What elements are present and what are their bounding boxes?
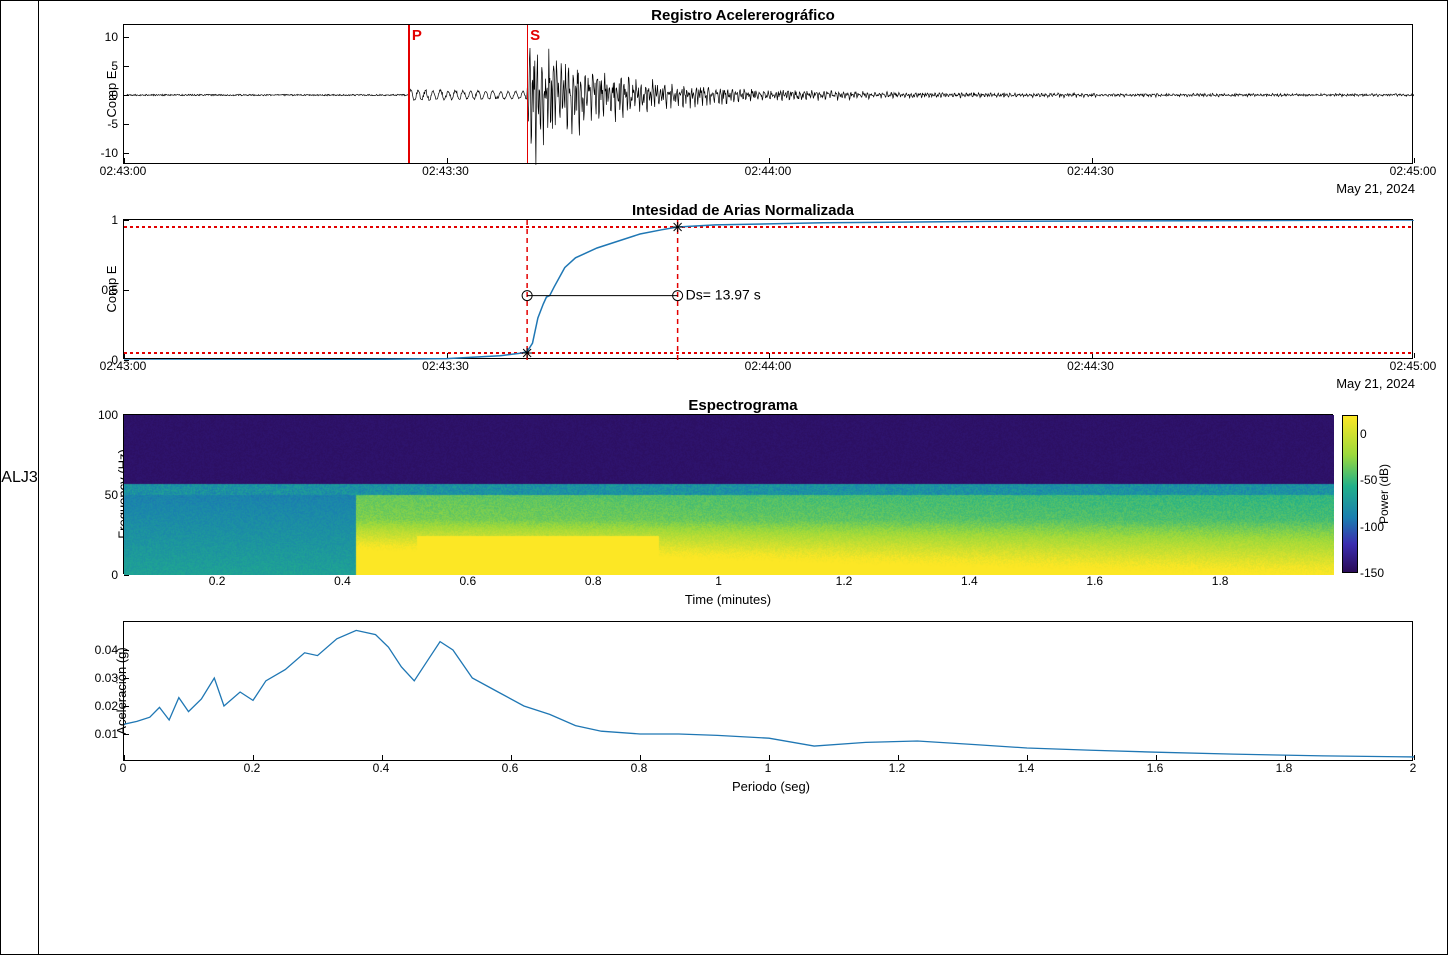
xtick-label: 02:43:00 — [100, 164, 147, 178]
xtick-label: 02:44:00 — [745, 359, 792, 373]
panel3-xlabel: Time (minutes) — [123, 592, 1333, 607]
xtick-label: 0.2 — [209, 574, 226, 588]
ytick-label: -5 — [107, 117, 118, 131]
xtick-label: 1.6 — [1147, 761, 1164, 775]
xtick-label: 0.6 — [459, 574, 476, 588]
xtick-label: 0.8 — [631, 761, 648, 775]
station-label-text: ALJ3 — [1, 469, 37, 487]
accelerogram-trace — [124, 25, 1414, 165]
xtick-label: 2 — [1410, 761, 1417, 775]
panel1-title: Registro Acelererográfico — [57, 7, 1429, 24]
arias-svg: Ds= 13.97 s — [124, 220, 1414, 360]
colorbar-tick: -150 — [1360, 566, 1384, 580]
spectrum-plot: 0.010.020.030.04Aceleración (g) — [123, 621, 1413, 761]
xtick-label: 0.2 — [244, 761, 261, 775]
colorbar-tick: 0 — [1360, 427, 1367, 441]
accelerogram-plot: -10-50510Comp EPS — [123, 24, 1413, 164]
colorbar-label: Power (dB) — [1377, 464, 1391, 524]
xtick-label: 1 — [715, 574, 722, 588]
panel2-ylabel: Comp E — [104, 266, 119, 313]
s-phase-marker — [527, 25, 529, 163]
xtick-label: 1.4 — [1018, 761, 1035, 775]
colorbar-tick: -50 — [1360, 473, 1377, 487]
panel2-date: May 21, 2024 — [123, 376, 1415, 391]
panel1-ylabel: Comp E — [104, 71, 119, 118]
panel2-title: Intesidad de Arias Normalizada — [57, 202, 1429, 219]
ytick-label: 1 — [111, 213, 118, 227]
spectrogram-plot: 050100Frequency (Hz)0-50-100-150Power (d… — [123, 414, 1333, 574]
p-phase-marker — [408, 25, 410, 163]
xtick-label: 1.6 — [1086, 574, 1103, 588]
xtick-label: 0.6 — [502, 761, 519, 775]
ds-annotation: Ds= 13.97 s — [686, 287, 761, 303]
ytick-label: -10 — [101, 146, 118, 160]
xtick-label: 02:45:00 — [1390, 359, 1437, 373]
xtick-label: 02:43:30 — [422, 164, 469, 178]
spectrogram-canvas — [124, 415, 1334, 575]
colorbar: 0-50-100-150Power (dB) — [1342, 415, 1402, 573]
panel1-date: May 21, 2024 — [123, 181, 1415, 196]
xtick-label: 1.2 — [889, 761, 906, 775]
ytick-label: 10 — [105, 30, 118, 44]
xtick-label: 0.4 — [373, 761, 390, 775]
xtick-label: 0.8 — [585, 574, 602, 588]
spectrum-trace — [124, 622, 1414, 762]
xtick-label: 02:44:00 — [745, 164, 792, 178]
xtick-label: 1.2 — [836, 574, 853, 588]
panel3-title: Espectrograma — [57, 397, 1429, 414]
xtick-label: 1 — [765, 761, 772, 775]
panel4-xlabel: Periodo (seg) — [123, 779, 1419, 794]
xtick-label: 02:43:30 — [422, 359, 469, 373]
p-phase-label: P — [412, 27, 422, 44]
arias-plot: 00.51Comp EDs= 13.97 s — [123, 219, 1413, 359]
xtick-label: 02:44:30 — [1067, 359, 1114, 373]
xtick-label: 02:45:00 — [1390, 164, 1437, 178]
s-phase-label: S — [530, 27, 540, 44]
xtick-label: 02:44:30 — [1067, 164, 1114, 178]
xtick-label: 0 — [120, 761, 127, 775]
ytick-label: 0 — [111, 568, 118, 582]
ytick-label: 100 — [98, 408, 118, 422]
xtick-label: 0.4 — [334, 574, 351, 588]
xtick-label: 1.4 — [961, 574, 978, 588]
xtick-label: 02:43:00 — [100, 359, 147, 373]
station-label: ALJ3 — [1, 1, 39, 954]
xtick-label: 1.8 — [1276, 761, 1293, 775]
xtick-label: 1.8 — [1212, 574, 1229, 588]
